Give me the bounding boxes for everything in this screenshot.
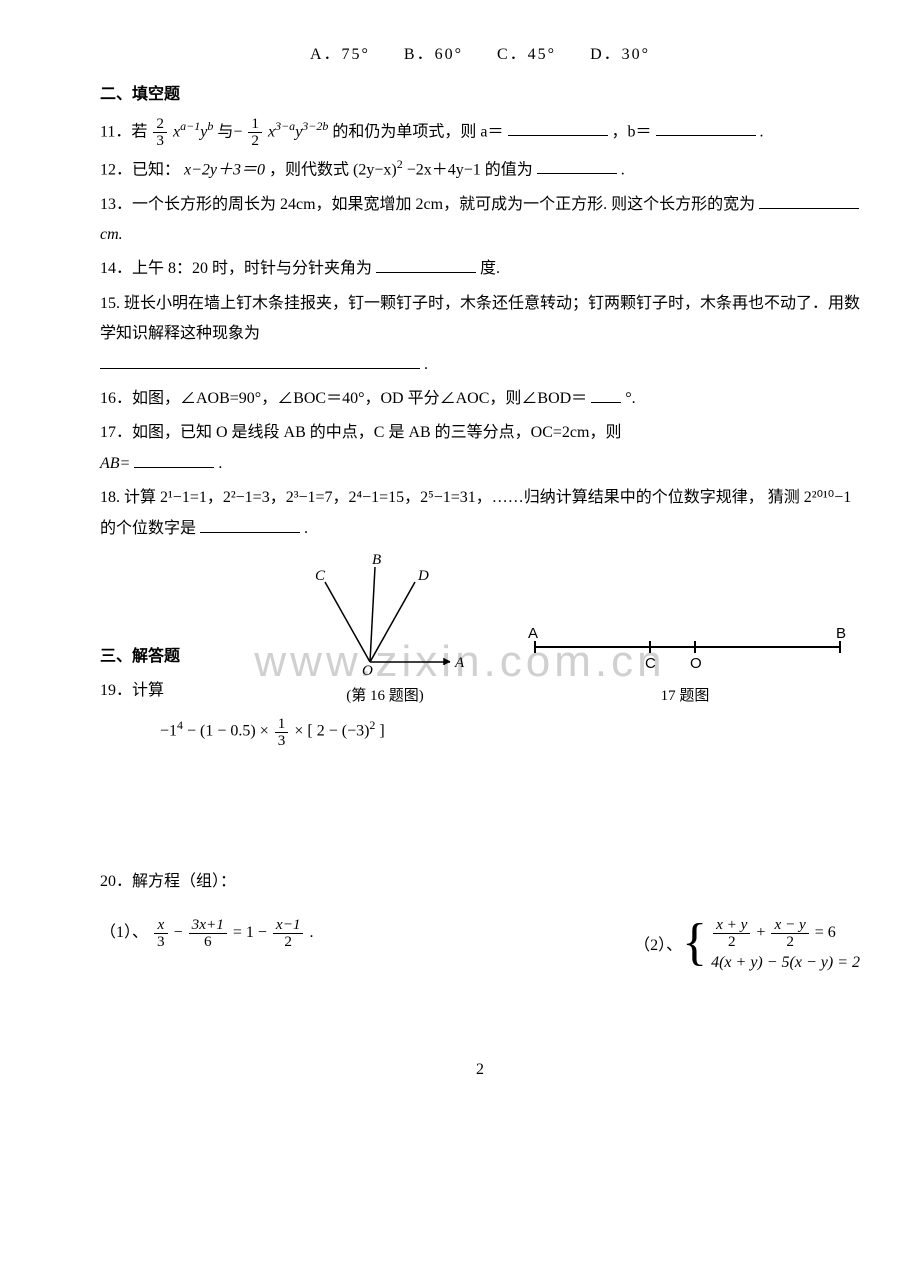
- choice-d: D．30°: [590, 46, 650, 63]
- choice-c: C．45°: [497, 46, 556, 63]
- svg-text:D: D: [417, 568, 429, 584]
- q13-blank: [759, 192, 859, 209]
- q17-blank: [134, 451, 214, 468]
- figure-17-caption: 17 题图: [520, 682, 850, 711]
- choice-b: B．60°: [404, 46, 463, 63]
- q16-blank: [591, 386, 621, 403]
- page-number: 2: [100, 1055, 860, 1085]
- q11-frac1: 23: [153, 116, 167, 149]
- svg-text:A: A: [454, 655, 465, 671]
- figure-16-svg: A B C D O: [300, 552, 470, 682]
- figure-17-svg: A C O B: [520, 622, 850, 682]
- q11-blank-b: [656, 119, 756, 136]
- svg-text:O: O: [362, 663, 373, 679]
- svg-text:C: C: [315, 568, 326, 584]
- q11-prefix: 11．若: [100, 123, 147, 140]
- figure-16-caption: (第 16 题图): [300, 682, 470, 711]
- q20-part1: （1）、 x3 − 3x+16 = 1 − x−12 .: [100, 917, 313, 976]
- q17: 17．如图，已知 O 是线段 AB 的中点，C 是 AB 的三等分点，OC=2c…: [100, 418, 860, 479]
- q10-choices: A．75° B．60° C．45° D．30°: [100, 40, 860, 70]
- q11-frac2: 12: [248, 116, 262, 149]
- svg-text:O: O: [690, 655, 702, 672]
- q12: 12．已知： x−2y＋3＝0 ，则代数式 (2y−x)2 −2x＋4y−1 的…: [100, 153, 860, 186]
- q13: 13．一个长方形的周长为 24cm，如果宽增加 2cm，就可成为一个正方形. 则…: [100, 190, 860, 251]
- figure-row: 三、解答题 19．计算 A B C D O (第 16 题图): [100, 552, 860, 711]
- section-2-header: 二、填空题: [100, 80, 860, 110]
- q20-row: （1）、 x3 − 3x+16 = 1 − x−12 . （2）、 { x + …: [100, 917, 860, 976]
- q19-label: 19．计算: [100, 676, 260, 706]
- q15: 15. 班长小明在墙上钉木条挂报夹，钉一颗钉子时，木条还任意转动；钉两颗钉子时，…: [100, 289, 860, 380]
- svg-text:A: A: [528, 625, 538, 642]
- figure-16: A B C D O (第 16 题图): [300, 552, 470, 711]
- q14-blank: [376, 256, 476, 273]
- q18-blank: [200, 516, 300, 533]
- section-3-header: 三、解答题: [100, 642, 260, 672]
- q11: 11．若 23 xa−1yb 与− 12 x3−ay3−2b 的和仍为单项式，则…: [100, 115, 860, 149]
- q19: −14 − (1 − 0.5) × 13 × [ 2 − (−3)2 ]: [100, 714, 860, 748]
- q15-blank: [100, 352, 420, 369]
- svg-text:B: B: [836, 625, 846, 642]
- figure-17: A C O B 17 题图: [520, 622, 850, 711]
- svg-text:B: B: [372, 552, 381, 568]
- q18: 18. 计算 2¹−1=1，2²−1=3，2³−1=7，2⁴−1=15，2⁵−1…: [100, 483, 860, 544]
- system-brace: {: [682, 917, 707, 976]
- q20-label: 20．解方程（组）：: [100, 867, 860, 897]
- q12-blank: [537, 157, 617, 174]
- svg-text:C: C: [645, 655, 656, 672]
- q11-blank-a: [508, 119, 608, 136]
- choice-a: A．75°: [310, 46, 370, 63]
- q16: 16．如图，∠AOB=90°，∠BOC＝40°，OD 平分∠AOC，则∠BOD＝…: [100, 384, 860, 414]
- q14: 14．上午 8：20 时，时针与分针夹角为 度.: [100, 254, 860, 284]
- q20-part2: （2）、 { x + y2 + x − y2 = 6 4(x + y) − 5(…: [634, 917, 860, 976]
